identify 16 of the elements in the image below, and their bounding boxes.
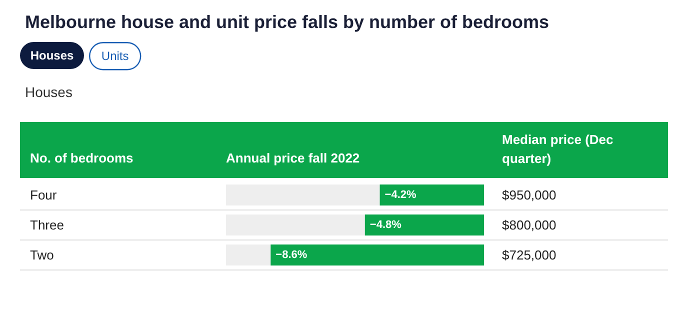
text: $800,000 bbox=[502, 218, 556, 232]
text: $950,000 bbox=[502, 188, 556, 202]
x-axis-title: Annual price fall 2022 bbox=[226, 150, 360, 166]
data-label: −4.2% bbox=[384, 189, 417, 201]
data-label: −8.6% bbox=[276, 249, 308, 261]
y-tick-label: Three bbox=[30, 218, 64, 232]
data-label: −4.8% bbox=[370, 219, 402, 231]
y-axis-title: No. of bedrooms bbox=[30, 150, 134, 166]
text: $725,000 bbox=[502, 248, 556, 262]
chart-title: Melbourne house and unit price falls by number of bedrooms bbox=[25, 12, 550, 32]
text: Houses bbox=[25, 84, 72, 100]
text: Units bbox=[101, 49, 129, 64]
text: Houses bbox=[30, 48, 74, 62]
y-tick-label: Two bbox=[30, 248, 54, 262]
text: Median price (Dec quarter) bbox=[502, 132, 617, 166]
y-tick-label: Four bbox=[30, 188, 58, 202]
